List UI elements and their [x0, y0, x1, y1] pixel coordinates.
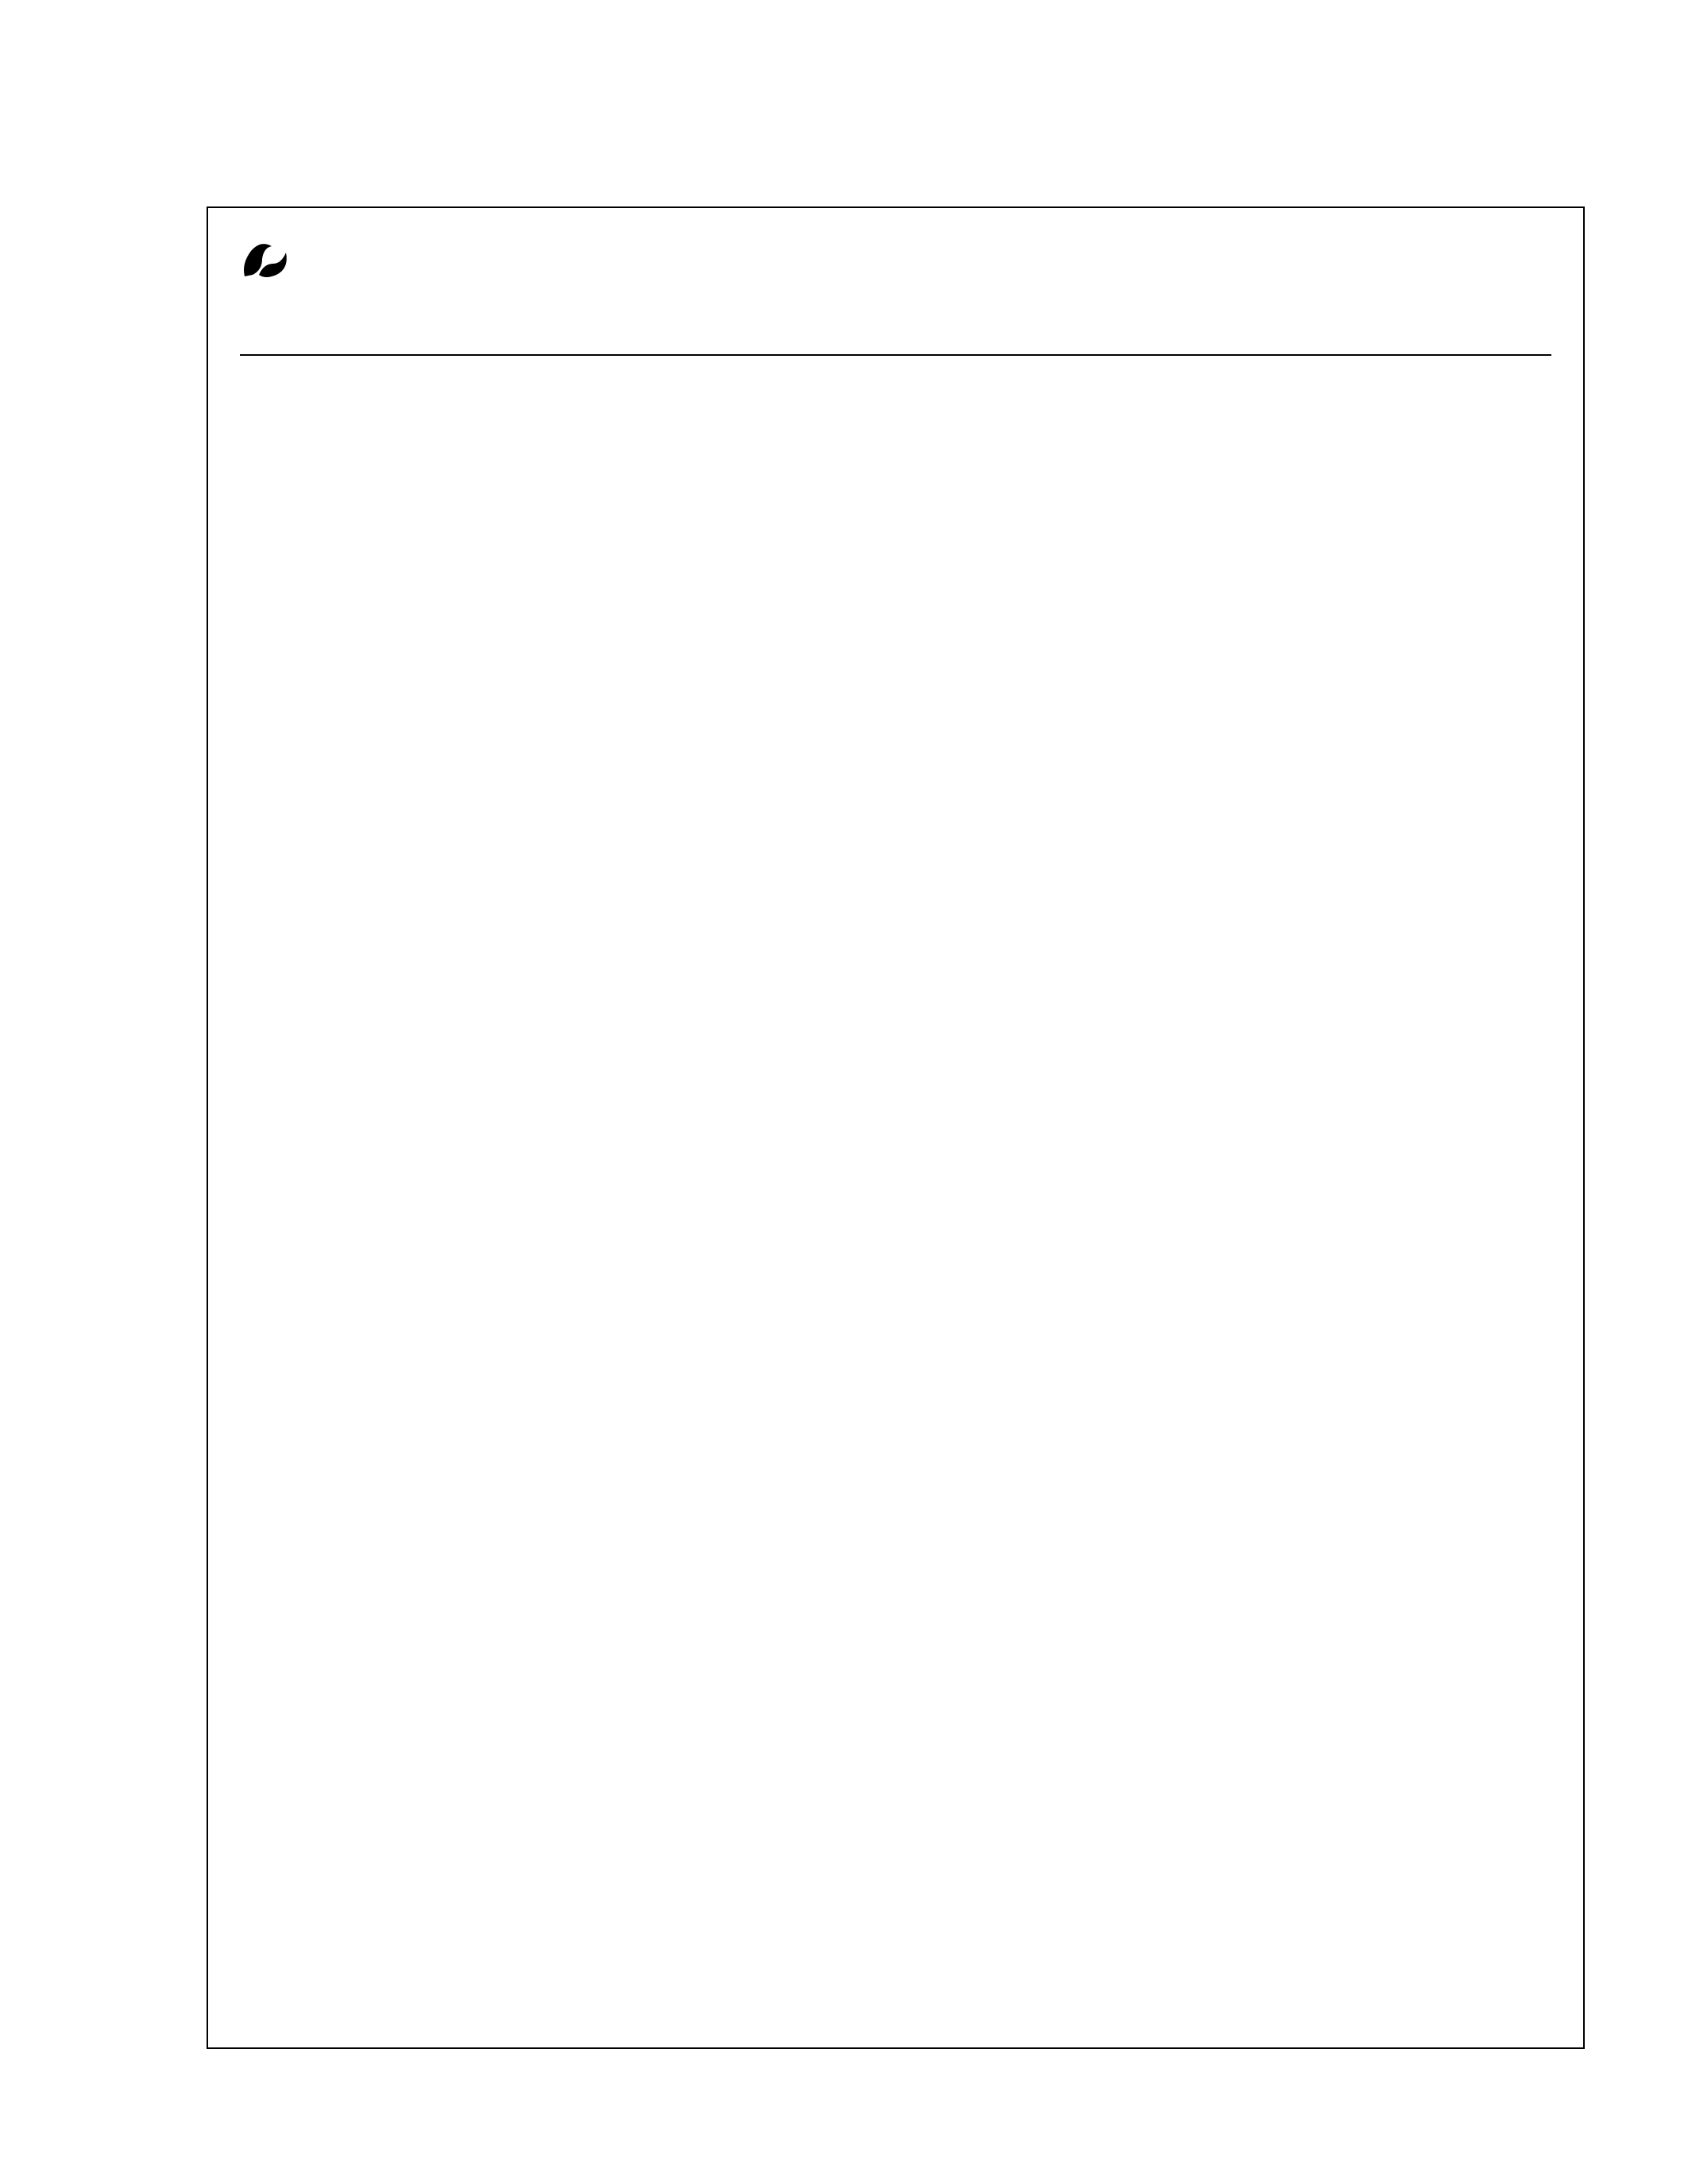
- logic-diagram-3-icon: [867, 742, 1471, 1028]
- page: [207, 206, 1585, 2049]
- truth-table-col: [912, 380, 1552, 718]
- connection-diagram: [240, 380, 880, 718]
- logic-fig-2: [240, 742, 844, 1032]
- dip-package-icon: [240, 388, 732, 705]
- logic-diagrams: [240, 742, 1551, 1172]
- logic-fig-3: [867, 742, 1471, 1032]
- nsc-logo-icon: [240, 240, 291, 284]
- logic-diagram-4-icon: [618, 1048, 1174, 1167]
- logo-block: [240, 240, 299, 284]
- logic-fig-4: [240, 1048, 1551, 1172]
- logic-diagram-2-icon: [240, 742, 844, 1028]
- side-title: [1609, 206, 1656, 1318]
- features: [912, 324, 1552, 330]
- divider: [240, 354, 1551, 356]
- intro-columns: [240, 324, 1551, 330]
- mid-columns: [240, 380, 1551, 718]
- content-frame: [207, 206, 1585, 2049]
- header: [240, 240, 1551, 284]
- general-description: [240, 324, 880, 330]
